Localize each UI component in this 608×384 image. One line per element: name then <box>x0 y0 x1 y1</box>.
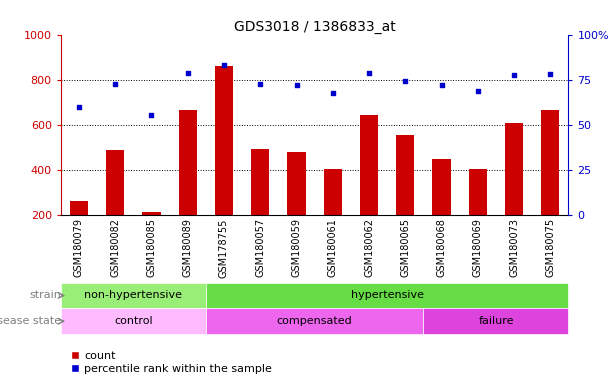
Point <box>401 78 410 84</box>
Bar <box>61 283 206 308</box>
Bar <box>206 283 568 308</box>
Bar <box>288 152 306 215</box>
Bar <box>323 169 342 215</box>
Bar <box>179 110 197 215</box>
Point <box>473 88 483 94</box>
Point <box>110 81 120 88</box>
Text: non-hypertensive: non-hypertensive <box>85 290 182 301</box>
Bar <box>106 150 124 215</box>
Bar <box>61 308 206 334</box>
Bar <box>469 169 487 215</box>
Bar <box>142 212 161 215</box>
Bar <box>70 201 88 215</box>
Point <box>255 81 265 88</box>
Title: GDS3018 / 1386833_at: GDS3018 / 1386833_at <box>233 20 396 33</box>
Text: strain: strain <box>29 290 61 301</box>
Point <box>219 62 229 68</box>
Text: disease state: disease state <box>0 316 61 326</box>
Bar <box>206 308 423 334</box>
Point <box>510 72 519 78</box>
Point <box>545 71 555 77</box>
Point <box>328 90 337 96</box>
Point <box>183 70 193 76</box>
Point <box>364 70 374 76</box>
Bar <box>396 135 415 215</box>
Bar <box>541 110 559 215</box>
Legend: count, percentile rank within the sample: count, percentile rank within the sample <box>66 346 277 379</box>
Bar <box>215 66 233 215</box>
Text: failure: failure <box>478 316 514 326</box>
Point <box>74 104 84 110</box>
Bar <box>360 115 378 215</box>
Point <box>437 82 446 88</box>
Bar <box>423 308 568 334</box>
Bar <box>251 149 269 215</box>
Text: hypertensive: hypertensive <box>351 290 424 301</box>
Text: compensated: compensated <box>277 316 353 326</box>
Bar <box>432 159 451 215</box>
Point <box>147 112 156 118</box>
Point <box>292 82 302 88</box>
Bar <box>505 123 523 215</box>
Text: control: control <box>114 316 153 326</box>
